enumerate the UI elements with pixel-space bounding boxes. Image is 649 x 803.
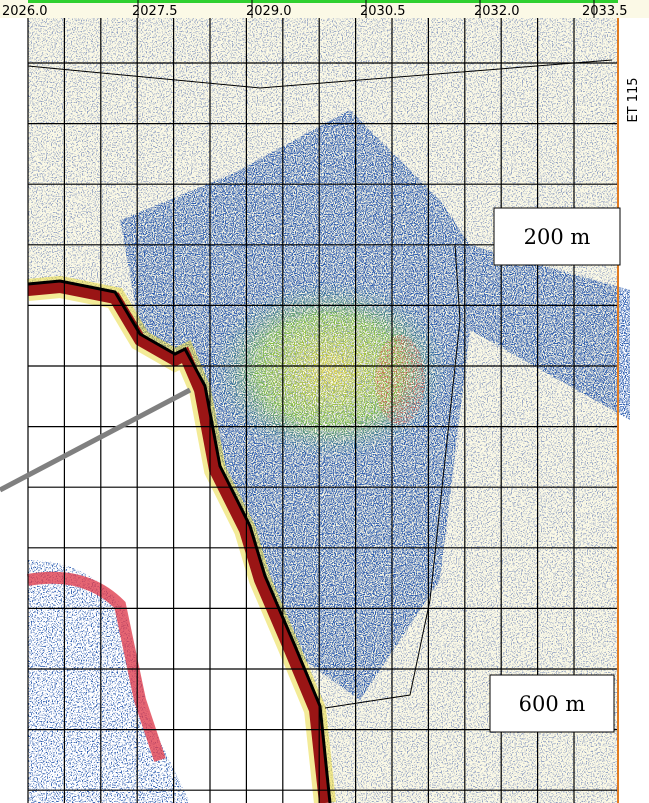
- axis-label: 2033.5: [582, 4, 628, 19]
- callout-box: [493, 207, 621, 266]
- axis-label: 2032.0: [474, 4, 520, 19]
- axis-label: 2026.0: [2, 4, 48, 19]
- axis-label: 2029.0: [246, 4, 292, 19]
- transect-label: ET 115: [626, 77, 641, 122]
- axis-ticks: 2026.0 2027.5 2029.0 2030.5 2032.0 2033.5: [2, 0, 628, 19]
- seabed-edge: [27, 279, 332, 803]
- axis-label: 2030.5: [360, 4, 406, 19]
- axis-label: 2027.5: [132, 4, 178, 19]
- callout: 200 m: [524, 225, 591, 249]
- seabed: [27, 280, 331, 803]
- axis-bar: [0, 0, 649, 18]
- callout-box: [489, 674, 615, 733]
- region-line: [324, 244, 461, 709]
- surface-line: [27, 59, 613, 89]
- school-peak: [375, 335, 425, 425]
- grid: [27, 18, 618, 803]
- pointer: [0, 387, 192, 493]
- lower-echo-band: [26, 571, 166, 762]
- callout: 600 m: [519, 692, 586, 716]
